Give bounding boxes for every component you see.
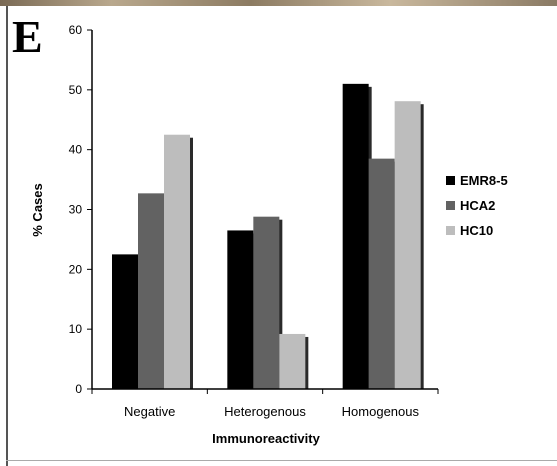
panel-border-left — [6, 6, 8, 466]
y-tick-label: 60 — [69, 23, 83, 37]
y-tick-label: 20 — [69, 262, 83, 276]
y-axis-title: % Cases — [30, 183, 45, 236]
bar — [112, 254, 138, 389]
x-axis-title: Immunoreactivity — [212, 431, 320, 446]
bar — [227, 230, 254, 389]
panel-letter: E — [12, 11, 43, 62]
x-axis-ticks: Negative Heterogenous Homogenous — [91, 389, 439, 419]
legend-swatch — [446, 226, 455, 235]
bar — [342, 83, 369, 389]
y-axis-ticks: 0 10 20 30 40 50 60 — [69, 23, 92, 396]
legend-label: EMR8-5 — [460, 173, 508, 188]
x-tick-label: Negative — [124, 404, 175, 419]
bar — [164, 134, 190, 389]
x-tick-label: Heterogenous — [224, 404, 306, 419]
y-tick-label: 30 — [69, 203, 83, 217]
legend-label: HC10 — [460, 223, 493, 238]
legend-swatch — [446, 176, 455, 185]
legend-label: HCA2 — [460, 198, 495, 213]
bar — [279, 333, 306, 389]
bar — [368, 158, 395, 389]
bar — [253, 216, 280, 389]
y-tick-label: 40 — [69, 143, 83, 157]
x-tick-label: Homogenous — [342, 404, 420, 419]
legend-swatch — [446, 201, 455, 210]
y-tick-label: 0 — [75, 382, 82, 396]
bar — [394, 101, 421, 390]
y-tick-label: 50 — [69, 83, 83, 97]
bar-series — [112, 83, 424, 390]
bar — [138, 193, 164, 389]
legend: EMR8-5 HCA2 HC10 — [446, 173, 508, 238]
panel-border-bottom — [6, 460, 557, 461]
y-tick-label: 10 — [69, 322, 83, 336]
cropped-image-strip — [0, 0, 557, 6]
